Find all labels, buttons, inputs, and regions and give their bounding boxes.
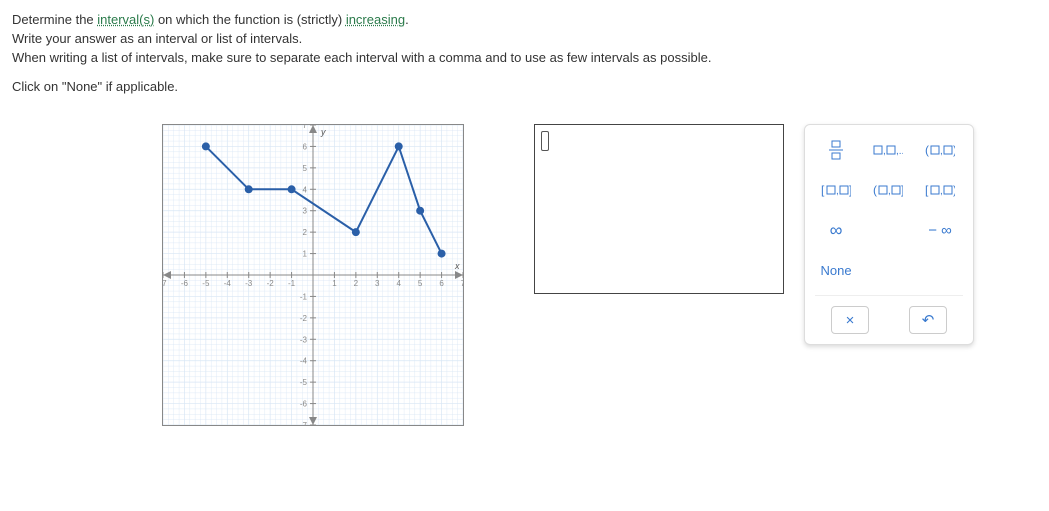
svg-text:-4: -4 — [300, 357, 308, 366]
svg-text:6: 6 — [439, 279, 444, 288]
svg-text:-5: -5 — [202, 279, 210, 288]
svg-text:-4: -4 — [224, 279, 232, 288]
svg-text:,...: ,... — [896, 146, 903, 157]
svg-text:2: 2 — [303, 228, 308, 237]
svg-text:-6: -6 — [300, 400, 308, 409]
svg-text:4: 4 — [303, 185, 308, 194]
svg-text:1: 1 — [332, 279, 337, 288]
svg-text:(: ( — [873, 183, 877, 197]
instructions-block: Determine the interval(s) on which the f… — [12, 12, 1037, 94]
svg-text:,: , — [836, 186, 839, 197]
svg-text:(: ( — [925, 143, 929, 157]
svg-text:4: 4 — [396, 279, 401, 288]
undo-button[interactable]: ↶ — [909, 306, 947, 334]
open-open-interval-button[interactable]: (,) — [919, 135, 961, 165]
svg-text:7: 7 — [461, 279, 463, 288]
instr-line1-pre: Determine the — [12, 12, 97, 27]
svg-text:]: ] — [901, 183, 903, 197]
svg-text:-2: -2 — [300, 314, 308, 323]
svg-text:[: [ — [821, 183, 825, 197]
closed-closed-interval-button[interactable]: [,] — [815, 175, 857, 205]
open-closed-interval-button[interactable]: (,] — [867, 175, 909, 205]
svg-text:y: y — [320, 127, 326, 137]
svg-text:3: 3 — [375, 279, 380, 288]
svg-text:-5: -5 — [300, 378, 308, 387]
svg-text:3: 3 — [303, 207, 308, 216]
svg-text:): ) — [953, 143, 955, 157]
math-keypad: ,,... (,) [,] (,] [,) ∞ − — [804, 124, 974, 345]
svg-text:,: , — [940, 146, 943, 157]
instr-line1-post: . — [405, 12, 409, 27]
svg-text:5: 5 — [303, 164, 308, 173]
svg-text:-7: -7 — [163, 279, 167, 288]
svg-text:6: 6 — [303, 142, 308, 151]
svg-text:-1: -1 — [300, 292, 308, 301]
closed-open-interval-button[interactable]: [,) — [919, 175, 961, 205]
fraction-button[interactable] — [815, 135, 857, 165]
svg-text:-1: -1 — [288, 279, 296, 288]
svg-text:2: 2 — [354, 279, 359, 288]
function-graph: -7 -6 -5 -4 -3 -2 -1 1 2 3 4 5 6 7 -7 -6 -5 -4 -3 -2 -1 1 2 3 4 5… — [163, 125, 463, 425]
instr-line4: Click on "None" if applicable. — [12, 79, 1037, 94]
clear-button[interactable]: × — [831, 306, 869, 334]
instr-line2: Write your answer as an interval or list… — [12, 31, 1037, 46]
svg-text:): ) — [953, 183, 955, 197]
svg-text:,: , — [883, 146, 886, 157]
svg-text:5: 5 — [418, 279, 423, 288]
neg-infinity-button[interactable]: − ∞ — [919, 215, 961, 245]
svg-text:1: 1 — [303, 250, 308, 259]
instr-line1-mid: on which the function is (strictly) — [154, 12, 345, 27]
svg-text:-3: -3 — [300, 335, 308, 344]
answer-cursor — [541, 131, 549, 151]
svg-text:x: x — [454, 261, 460, 271]
svg-text:,: , — [888, 186, 891, 197]
svg-text:[: [ — [925, 183, 929, 197]
svg-text:-2: -2 — [267, 279, 275, 288]
infinity-button[interactable]: ∞ — [815, 215, 857, 245]
graph-panel: -7 -6 -5 -4 -3 -2 -1 1 2 3 4 5 6 7 -7 -6 -5 -4 -3 -2 -1 1 2 3 4 5… — [162, 124, 464, 426]
svg-text:]: ] — [849, 183, 851, 197]
instr-line3: When writing a list of intervals, make s… — [12, 50, 1037, 65]
svg-text:-6: -6 — [181, 279, 189, 288]
increasing-link[interactable]: increasing — [346, 12, 405, 27]
intervals-link[interactable]: interval(s) — [97, 12, 154, 27]
none-button[interactable]: None — [815, 255, 857, 285]
svg-text:7: 7 — [303, 125, 308, 130]
svg-text:,: , — [940, 186, 943, 197]
interval-list-button[interactable]: ,,... — [867, 135, 909, 165]
svg-text:-3: -3 — [245, 279, 253, 288]
svg-text:-7: -7 — [300, 421, 308, 425]
answer-input-box[interactable] — [534, 124, 784, 294]
